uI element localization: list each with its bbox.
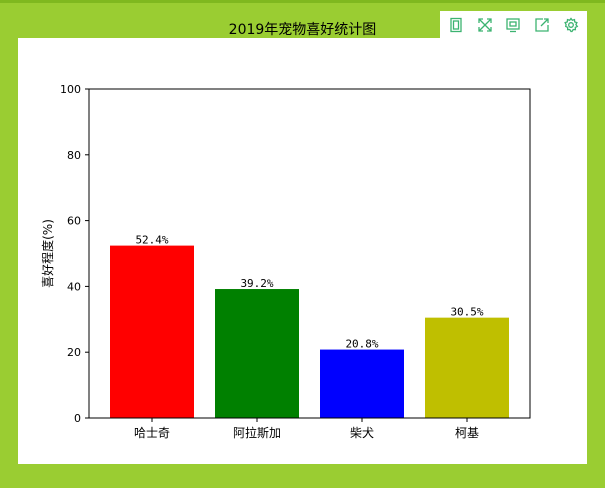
y-axis-label: 喜好程度(%): [40, 219, 55, 288]
x-tick-label-3: 柴犬: [350, 426, 374, 440]
bar-2: [215, 289, 299, 418]
chart-title: 2019年宠物喜好统计图: [228, 22, 377, 38]
y-tick-label-3: 40: [67, 280, 81, 293]
bar-1: [110, 245, 194, 418]
data-view-icon[interactable]: [445, 14, 467, 36]
settings-icon[interactable]: [560, 14, 582, 36]
data-label-3: 20.8%: [345, 338, 378, 351]
zoom-icon[interactable]: [474, 14, 496, 36]
x-tick-label-2: 阿拉斯加: [233, 425, 281, 440]
y-tick-label-5: 80: [67, 149, 81, 162]
y-tick-label-6: 100: [60, 83, 81, 96]
data-label-2: 39.2%: [240, 277, 273, 290]
frame-top-border: [0, 0, 605, 3]
data-label-4: 30.5%: [450, 306, 483, 319]
y-tick-label-2: 20: [67, 346, 81, 359]
restore-icon[interactable]: [502, 14, 524, 36]
plot-frame: [88, 88, 531, 419]
data-label-1: 52.4%: [135, 234, 168, 247]
chart-toolbox: [440, 11, 587, 38]
bar-3: [320, 349, 404, 418]
save-image-icon[interactable]: [531, 14, 553, 36]
y-tick-label-1: 0: [74, 412, 81, 425]
x-tick-label-1: 哈士奇: [134, 426, 170, 440]
bar-4: [425, 317, 509, 418]
y-tick-label-4: 60: [67, 215, 81, 228]
x-tick-label-4: 柯基: [455, 426, 479, 440]
